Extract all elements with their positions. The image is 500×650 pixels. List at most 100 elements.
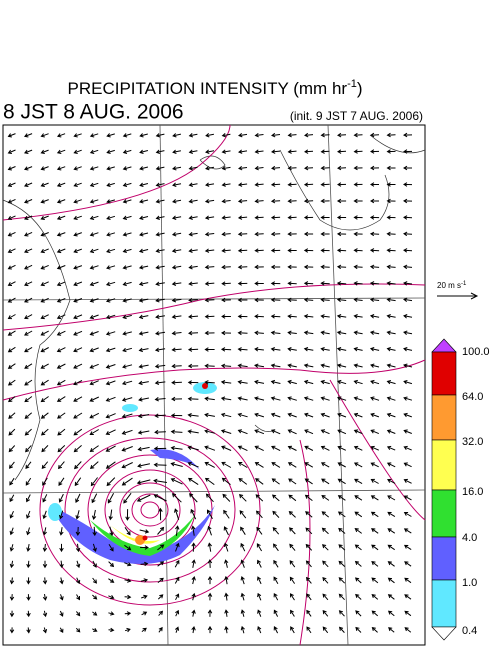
wind-arrow (157, 544, 165, 551)
wind-arrow (237, 231, 248, 237)
colorbar-label: 64.0 (462, 391, 483, 403)
wind-arrow (224, 625, 229, 634)
wind-arrow (304, 165, 314, 171)
wind-arrow (207, 509, 213, 520)
wind-arrow (273, 559, 279, 568)
wind-arrow (26, 577, 31, 585)
wind-arrow (204, 477, 215, 486)
wind-scale-exponent: -1 (461, 281, 467, 287)
wind-arrow (370, 132, 380, 138)
wind-arrow (353, 264, 363, 270)
wind-arrow (139, 232, 149, 237)
wind-arrow (353, 330, 363, 335)
wind-arrow (105, 445, 116, 452)
wind-arrow (270, 379, 281, 385)
wind-arrow (58, 493, 64, 503)
wind-arrow (157, 577, 164, 583)
wind-arrow (174, 576, 180, 584)
wind-arrow (7, 297, 16, 303)
wind-arrow (353, 182, 363, 187)
wind-arrow (40, 347, 49, 353)
wind-arrow (257, 625, 262, 634)
wind-arrow (155, 265, 165, 270)
wind-arrow (89, 281, 99, 287)
wind-arrow (270, 215, 281, 220)
wind-arrow (273, 609, 279, 617)
wind-arrow (73, 149, 82, 154)
wind-arrow (73, 380, 83, 386)
wind-arrow (254, 314, 264, 319)
wind-arrow (287, 347, 297, 352)
wind-arrow (138, 298, 149, 303)
wind-arrow (122, 199, 132, 204)
wind-arrow (205, 493, 214, 503)
wind-arrow (255, 478, 264, 485)
wind-arrow (303, 231, 314, 237)
wind-arrow (89, 133, 99, 138)
wind-arrow (205, 166, 215, 171)
wind-arrow (204, 330, 215, 336)
wind-arrow (73, 281, 83, 287)
wind-arrow (320, 379, 330, 385)
wind-arrow (321, 478, 330, 485)
wind-arrow (386, 445, 396, 451)
wind-arrow (303, 248, 314, 253)
wind-arrow (371, 528, 379, 534)
wind-arrow (387, 577, 395, 584)
wind-arrow (59, 577, 64, 585)
wind-arrow (8, 396, 16, 403)
wind-arrow (40, 330, 49, 336)
wind-arrow (109, 526, 114, 537)
wind-arrow (355, 626, 362, 633)
wind-arrow (369, 264, 380, 270)
wind-arrow (306, 609, 312, 617)
wind-arrow (24, 264, 33, 270)
wind-arrow (172, 133, 182, 138)
wind-arrow (239, 510, 247, 519)
wind-arrow (386, 314, 396, 319)
wind-arrow (287, 215, 297, 220)
wind-arrow (304, 462, 314, 468)
wind-arrow (7, 149, 16, 154)
wind-arrow (105, 461, 116, 469)
wind-arrow (204, 396, 215, 401)
wind-arrow (353, 412, 363, 418)
wind-arrow (403, 314, 413, 319)
wind-arrow (238, 478, 248, 485)
wind-arrow (106, 248, 116, 254)
wind-arrow (108, 627, 115, 633)
wind-arrow (187, 363, 199, 369)
wind-arrow (371, 560, 379, 567)
wind-arrow (75, 627, 81, 633)
wind-arrow (56, 347, 66, 353)
wind-arrow (56, 166, 66, 171)
wind-arrow (370, 429, 379, 435)
wind-arrow (91, 509, 97, 520)
wind-arrow (139, 182, 149, 187)
wind-arrow (403, 528, 412, 534)
wind-arrow (73, 265, 83, 270)
wind-arrow (320, 412, 330, 418)
wind-arrow (24, 428, 32, 436)
wind-arrow (9, 527, 14, 536)
wind-arrow (305, 543, 313, 551)
wind-arrow (221, 166, 231, 171)
wind-arrow (154, 380, 166, 385)
wind-arrow (26, 494, 31, 503)
wind-arrow (105, 314, 116, 320)
wind-arrow (303, 396, 314, 401)
wind-arrow (26, 610, 31, 618)
wind-arrow (105, 396, 116, 402)
wind-arrow (171, 380, 182, 385)
wind-arrow (122, 347, 133, 353)
wind-arrow (237, 297, 248, 303)
wind-arrow (106, 232, 116, 237)
wind-arrow (207, 542, 212, 552)
wind-arrow (139, 199, 149, 204)
wind-arrow (56, 281, 66, 287)
wind-arrow (89, 265, 99, 270)
wind-arrow (188, 330, 199, 336)
wind-arrow (204, 248, 215, 253)
wind-arrow (271, 165, 281, 171)
wind-arrow (105, 429, 116, 435)
